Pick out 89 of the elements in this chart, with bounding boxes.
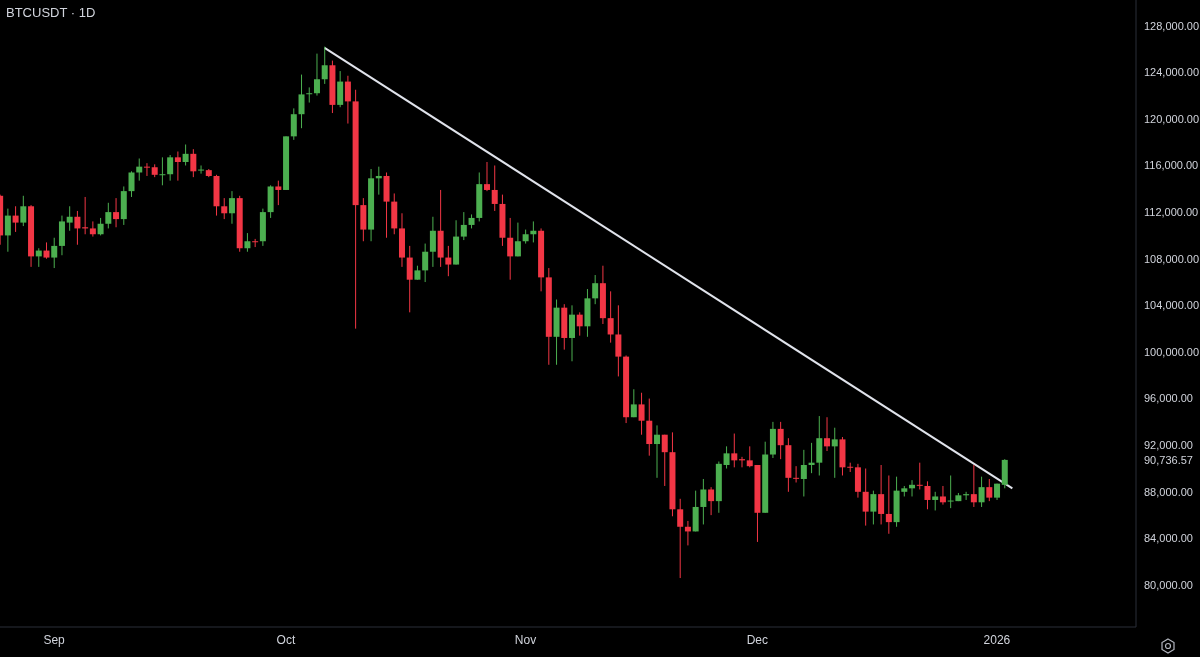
candlestick — [916, 462, 923, 490]
chart-title: BTCUSDT · 1D — [6, 5, 96, 20]
y-tick-label: 84,000.00 — [1144, 532, 1193, 545]
y-tick-label: 80,000.00 — [1144, 578, 1193, 591]
candlestick — [20, 195, 27, 227]
candlestick — [708, 486, 715, 516]
candlestick — [607, 290, 614, 344]
candlestick — [167, 154, 174, 182]
y-tick-label: 112,000.00 — [1144, 206, 1199, 219]
candlestick — [569, 304, 575, 362]
x-tick-label: Sep — [43, 632, 66, 647]
candlestick — [406, 245, 413, 313]
candlestick — [321, 46, 328, 85]
candlestick — [777, 421, 784, 460]
candlestick — [885, 474, 892, 535]
candlestick — [221, 197, 228, 220]
candlestick — [12, 205, 19, 233]
candlestick — [878, 464, 885, 525]
candlestick — [831, 427, 838, 479]
candlestick — [947, 474, 954, 509]
y-tick-label: 104,000.00 — [1144, 299, 1200, 312]
candlestick — [460, 211, 467, 241]
candlestick — [74, 210, 81, 246]
candlestick — [445, 245, 452, 277]
x-tick-label: Dec — [746, 632, 769, 647]
y-tick-label: 88,000.00 — [1144, 485, 1193, 498]
candlestick — [862, 468, 869, 527]
candlestick — [182, 144, 189, 166]
candlestick — [422, 243, 429, 283]
candlestick — [592, 274, 599, 305]
candlestick — [313, 53, 320, 97]
candlestick — [174, 151, 181, 182]
y-tick-label: 92,000.00 — [1144, 439, 1193, 452]
candlestick — [970, 464, 977, 508]
candlestick — [824, 416, 831, 452]
candlestick — [244, 232, 251, 253]
y-tick-label: 100,000.00 — [1144, 345, 1200, 358]
candlestick — [800, 449, 807, 497]
y-tick-label: 96,000.00 — [1144, 392, 1193, 405]
candlestick — [483, 161, 490, 192]
candlestick — [298, 74, 305, 129]
candlestick — [576, 311, 583, 337]
candlestick — [128, 170, 135, 198]
candlestick — [731, 433, 738, 468]
candlestick — [89, 220, 96, 238]
candlestick — [344, 75, 351, 125]
x-tick-label: 2026 — [983, 632, 1011, 647]
y-tick-label: 108,000.00 — [1144, 252, 1200, 265]
candlestick — [198, 164, 205, 175]
y-tick-label: 116,000.00 — [1144, 159, 1199, 172]
candlestick — [159, 156, 166, 186]
candlestick — [646, 398, 653, 457]
y-tick-label: 124,000.00 — [1144, 66, 1200, 79]
candlestick — [105, 202, 112, 229]
candlestick — [113, 197, 120, 228]
candlestick — [793, 465, 800, 483]
candlestick — [654, 424, 661, 479]
y-tick-label: 128,000.00 — [1144, 19, 1200, 32]
candlestick — [507, 217, 514, 281]
candlestick — [4, 208, 11, 253]
candlestick — [677, 498, 684, 579]
candlestick — [615, 304, 622, 377]
x-tick-label: Oct — [276, 632, 296, 647]
candlestick — [638, 392, 645, 436]
candlestick — [932, 491, 939, 511]
x-tick-label: Nov — [514, 632, 537, 647]
candlestick — [491, 164, 498, 212]
candlestick — [337, 70, 344, 108]
candlestick — [986, 478, 993, 502]
y-tick-label: 120,000.00 — [1144, 112, 1200, 125]
candlestick — [306, 86, 313, 104]
candlestick — [924, 480, 931, 510]
candlestick — [514, 222, 521, 257]
candlestick — [630, 388, 637, 418]
candlestick — [939, 485, 946, 506]
candlestick — [700, 478, 707, 525]
candlestick — [275, 180, 282, 206]
candlestick — [66, 205, 73, 232]
candlestick — [190, 148, 197, 178]
y-tick-label: 90,736.57 — [1144, 453, 1193, 466]
candlestick — [723, 445, 730, 469]
candlestick — [870, 490, 877, 525]
candlestick — [228, 190, 235, 225]
candlestick — [429, 216, 436, 268]
candlestick — [51, 237, 58, 269]
candlestick — [290, 107, 297, 141]
candlestick — [661, 434, 668, 487]
candlestick — [143, 162, 150, 177]
candlestick — [978, 476, 985, 508]
